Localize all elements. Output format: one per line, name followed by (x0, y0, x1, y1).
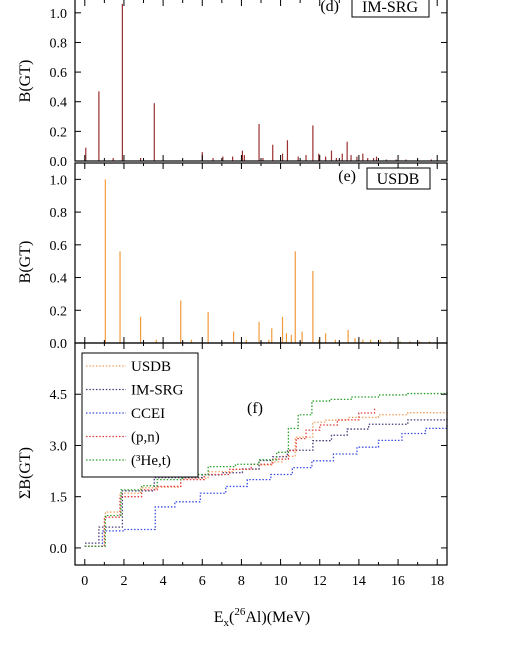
series-line-im-srg (84, 416, 448, 547)
panel-d-ytick-label: 1.0 (50, 7, 68, 22)
panel-e-ytick-label: 0.0 (50, 337, 68, 352)
panel-f-lines (84, 391, 448, 547)
panel-f-ytick-label: 1.5 (50, 491, 68, 506)
panel-e-ytick-label: 1.0 (50, 173, 68, 188)
panel-f-ytick-label: 3.0 (50, 439, 68, 454)
panel-f-xtick-label: 16 (391, 574, 405, 589)
panel-f-ylabel: ΣB(GT) (17, 447, 34, 499)
panel-f-xtick-label: 10 (274, 574, 288, 589)
panel-f-yticks: 0.0 1.5 3.0 4.5 (50, 388, 447, 557)
legend-entry-label: IM-SRG (131, 383, 184, 399)
panel-e-label: (e) (338, 168, 356, 185)
panel-d-ylabel: B(GT) (17, 60, 34, 103)
panel-f-xticks: 0 2 4 6 8 10 12 14 16 18 (81, 343, 444, 589)
panel-d-ytick-label: 0.6 (50, 66, 68, 81)
panel-f-xtick-label: 6 (199, 574, 206, 589)
panel-f-xtick-label: 8 (238, 574, 245, 589)
panel-e-ytick-label: 0.4 (50, 272, 68, 287)
panel-d-ytick-label: 0.4 (50, 96, 68, 111)
panel-f-xlabel: Ex(26Al)(MeV) (214, 606, 310, 629)
panel-d-label: (d) (320, 0, 339, 15)
panel-f-xtick-label: 12 (313, 574, 327, 589)
panel-e-bars (104, 179, 430, 343)
panel-f-xtick-label: 4 (160, 574, 167, 589)
panel-e-xticks (84, 163, 438, 343)
panel-d-yticks: 0.0 0.2 0.4 0.6 0.8 1.0 (50, 7, 447, 170)
xlabel-main: E (214, 609, 224, 626)
legend-entry-label: (³He,t) (131, 453, 171, 469)
xlabel-sup: 26 (234, 606, 246, 618)
panel-e-boxed-label-frame (366, 167, 431, 190)
panel-d-boxed-label-frame (351, 0, 430, 18)
panel-d-bars (85, 3, 432, 161)
panel-d: 0.0 0.2 0.4 0.6 0.8 1.0 B(GT) (d) IM-SRG (17, 0, 448, 170)
panel-e-boxed-label: USDB (377, 171, 420, 188)
panel-d-ytick-label: 0.2 (50, 125, 68, 140)
panel-d-ytick-label: 0.8 (50, 36, 68, 51)
xlabel-sub: x (224, 617, 230, 629)
legend-entry-label: (p,n) (131, 430, 160, 446)
panel-f-ytick-label: 0.0 (50, 542, 68, 557)
panel-d-ytick-label: 0.0 (50, 155, 68, 170)
legend-entry-label: CCEI (131, 406, 165, 422)
series-line-ccei (84, 424, 448, 547)
panel-e: 0.0 0.2 0.4 0.6 0.8 1.0 B(GT) (e) USDB (17, 162, 448, 352)
xlabel-rest: Al)(MeV) (245, 609, 310, 626)
panel-d-boxed-label: IM-SRG (362, 0, 418, 16)
panel-e-ylabel: B(GT) (17, 241, 34, 284)
legend-entry-label: USDB (131, 359, 171, 375)
panel-f: 0.0 1.5 3.0 4.5 0 2 4 6 8 10 12 14 16 18 (f) USDB IM-… (17, 342, 448, 629)
panel-f-label: (f) (247, 400, 263, 417)
xlabel-open: ( (229, 609, 234, 626)
legend-frame (81, 352, 199, 478)
panel-f-ytick-label: 4.5 (50, 388, 68, 403)
panel-f-xtick-label: 14 (352, 574, 366, 589)
series-line-he-t (84, 391, 448, 547)
panel-f-xtick-label: 18 (430, 574, 444, 589)
panel-e-ytick-label: 0.2 (50, 304, 68, 319)
panel-d-xticks (84, 0, 438, 161)
panel-e-frame (74, 162, 448, 344)
panel-f-legend: USDB IM-SRG CCEI (p,n) (³He,t) (81, 352, 199, 478)
panel-f-xtick-label: 0 (81, 574, 88, 589)
panel-e-yticks: 0.0 0.2 0.4 0.6 0.8 1.0 (50, 173, 447, 352)
series-line-usdb (84, 411, 448, 547)
panel-d-frame (74, 0, 448, 162)
panel-e-ytick-label: 0.8 (50, 206, 68, 221)
panel-e-ytick-label: 0.6 (50, 239, 68, 254)
panel-f-xtick-label: 2 (120, 574, 127, 589)
